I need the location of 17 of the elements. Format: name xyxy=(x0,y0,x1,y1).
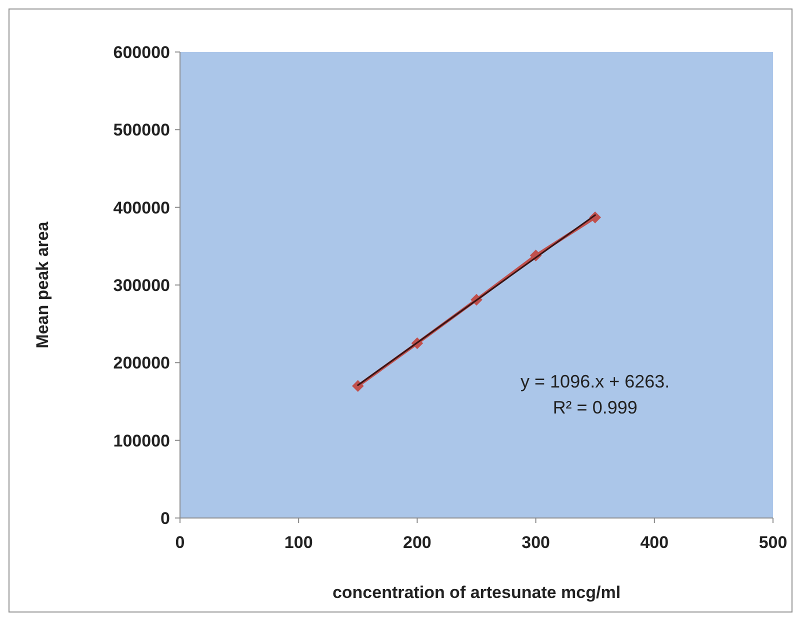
x-tick-label: 0 xyxy=(175,533,185,552)
annotation: y = 1096.x + 6263. xyxy=(520,372,670,392)
x-tick-label: 300 xyxy=(522,533,550,552)
x-tick-label: 400 xyxy=(640,533,669,552)
y-tick-label: 100000 xyxy=(113,431,170,450)
annotation: R² = 0.999 xyxy=(552,398,638,418)
x-axis-title: concentration of artesunate mcg/ml xyxy=(332,583,621,602)
y-tick-label: 400000 xyxy=(113,198,170,218)
x-tick-label: 500 xyxy=(758,533,788,552)
y-tick-label: 600000 xyxy=(113,42,170,62)
y-tick-label: 200000 xyxy=(113,354,170,373)
x-tick-label: 200 xyxy=(403,533,432,552)
y-tick-label: 300000 xyxy=(113,276,170,295)
y-axis-title: Mean peak area xyxy=(33,221,52,348)
y-tick-label: 500000 xyxy=(113,120,170,140)
y-tick-label: 0 xyxy=(160,508,170,528)
x-tick-label: 100 xyxy=(284,533,313,552)
